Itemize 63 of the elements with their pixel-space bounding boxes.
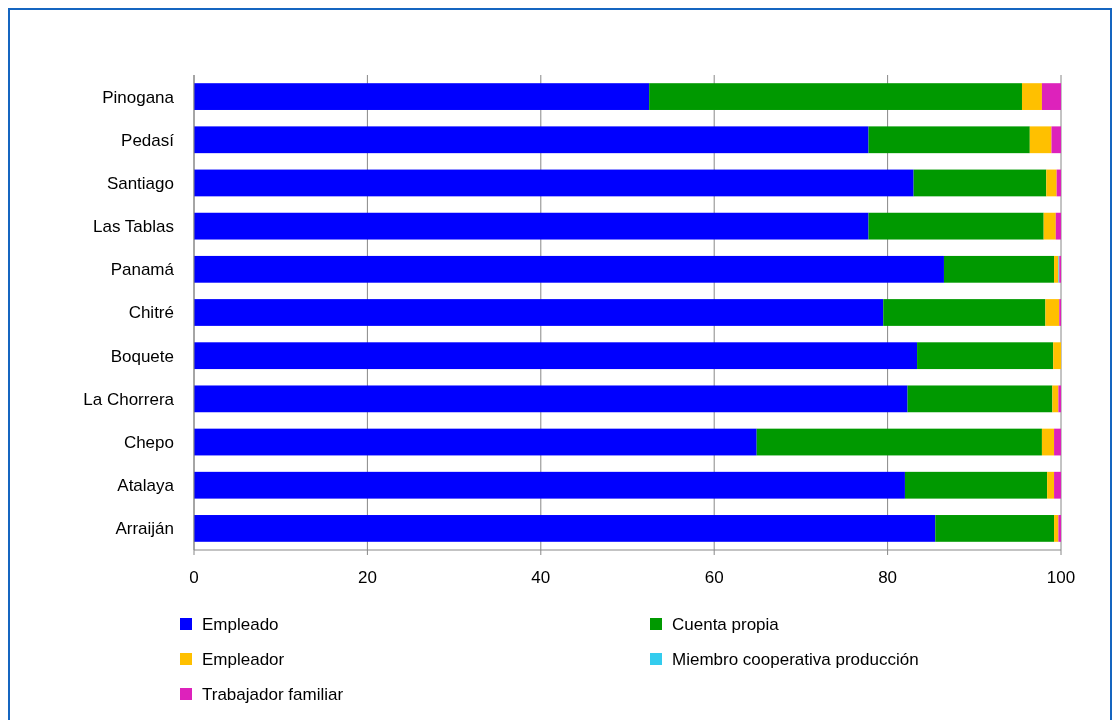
bar [1041,428,1055,456]
bar [868,212,1044,240]
bar [904,471,1048,499]
bar [935,515,1055,542]
legend-label: Miembro cooperativa producción [672,649,919,669]
bar [1054,428,1061,456]
bar [907,385,1053,413]
y-tick-label: Arraiján [115,519,174,539]
y-tick-label: Las Tablas [93,217,174,237]
y-tick-label: Boquete [110,346,174,366]
legend-label: Trabajador familiar [202,684,344,704]
x-tick-label: 40 [531,568,551,587]
bar [756,428,1042,456]
bar [1054,515,1059,542]
bar [194,471,905,499]
bar [194,515,936,542]
legend-label: Cuenta propia [672,614,780,634]
bar [194,169,914,197]
bar [1045,299,1060,326]
bar [194,385,908,413]
bar [868,126,1030,154]
y-tick-label: Pedasí [121,130,175,150]
bar [649,83,1022,110]
bar [1047,471,1055,499]
legend-label: Empleador [202,649,285,669]
legend-label: Empleado [202,614,279,634]
bar [1054,255,1059,283]
bar [1058,385,1061,413]
bar [1041,83,1061,110]
y-tick-label: Panamá [110,260,175,280]
bar [194,428,757,456]
bar [194,126,869,154]
bar [1051,126,1061,154]
bar [194,299,884,326]
bar [943,255,1055,283]
bar [1055,212,1061,240]
y-tick-label: Chepo [123,433,174,452]
bar [883,299,1046,326]
bar [1052,385,1059,413]
bar [1021,83,1042,110]
y-tick-label: Atalaya [117,476,175,496]
bar [1053,342,1061,370]
bar [1029,126,1052,154]
bar [1043,212,1056,240]
bar [194,83,650,110]
x-tick-label: 100 [1046,568,1076,587]
bar [1046,169,1057,197]
y-tick-label: Pinogana [102,87,175,107]
x-tick-label: 60 [704,568,724,587]
bar [194,255,944,283]
y-tick-label: Santiago [106,173,174,193]
x-tick-label: 80 [878,568,898,587]
bar [1054,471,1061,499]
x-tick-label: 0 [189,568,199,587]
bar [913,169,1047,197]
y-tick-label: La Chorrera [83,389,175,409]
y-tick-label: Chitré [128,303,174,323]
x-tick-label: 20 [357,568,377,587]
bar [1056,169,1062,197]
bar [194,342,918,370]
bar [917,342,1054,370]
bar [194,212,869,240]
bar [1058,515,1061,542]
